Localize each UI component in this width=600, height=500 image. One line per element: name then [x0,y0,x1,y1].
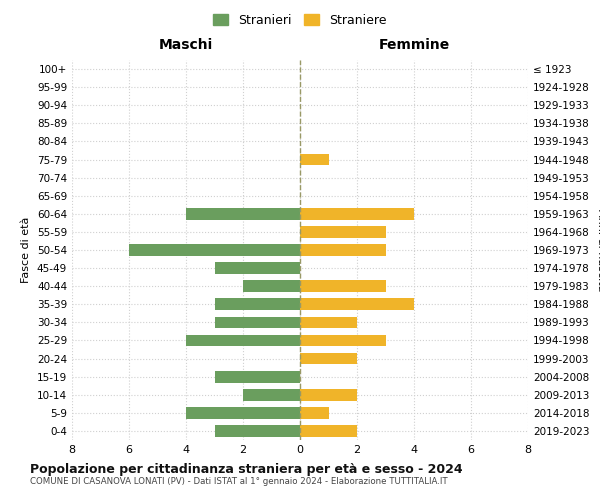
Text: COMUNE DI CASANOVA LONATI (PV) - Dati ISTAT al 1° gennaio 2024 - Elaborazione TU: COMUNE DI CASANOVA LONATI (PV) - Dati IS… [30,478,448,486]
Bar [300,334,386,346]
Bar [215,316,300,328]
Bar [215,298,300,310]
Bar [300,425,357,437]
Bar [186,334,300,346]
Bar [300,154,329,166]
Bar [215,371,300,382]
Bar [215,425,300,437]
Bar [129,244,300,256]
Bar [215,262,300,274]
Bar [300,208,414,220]
Y-axis label: Anni di nascita: Anni di nascita [596,209,600,291]
Legend: Stranieri, Straniere: Stranieri, Straniere [208,8,392,32]
Bar [300,316,357,328]
Bar [300,244,386,256]
Bar [243,280,300,292]
Bar [300,298,414,310]
Text: Maschi: Maschi [159,38,213,52]
Bar [300,226,386,238]
Text: Popolazione per cittadinanza straniera per età e sesso - 2024: Popolazione per cittadinanza straniera p… [30,462,463,475]
Bar [243,389,300,400]
Y-axis label: Fasce di età: Fasce di età [22,217,31,283]
Bar [300,352,357,364]
Bar [300,407,329,418]
Bar [186,208,300,220]
Bar [300,280,386,292]
Text: Femmine: Femmine [379,38,449,52]
Bar [186,407,300,418]
Bar [300,389,357,400]
